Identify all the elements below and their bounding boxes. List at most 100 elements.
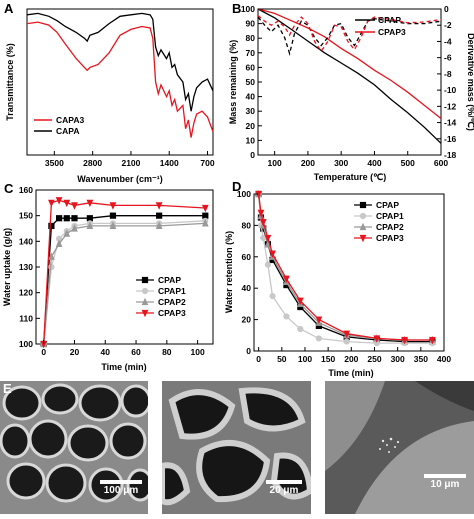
data-point-cpap2 xyxy=(55,239,63,247)
xtick-label: 250 xyxy=(367,354,381,364)
legend-marker-cpap xyxy=(359,201,367,209)
panel-b-ticks: 100 200 300 400 500 6001009080706050403020100… xyxy=(241,4,457,168)
panel-c-plot xyxy=(40,197,209,349)
legend-marker-cpap3 xyxy=(141,309,149,318)
scalebar-1-label: 100 μm xyxy=(103,485,139,496)
xtick-label: 2800 xyxy=(83,158,102,168)
panel-b-ylabel-right: Derivative mass (%/℃) xyxy=(466,33,474,131)
panel-c-frame xyxy=(35,189,214,345)
xtick-label: 300 xyxy=(334,158,348,168)
panel-c-xlabel: Time (min) xyxy=(101,362,146,372)
xtick-label: 60 xyxy=(131,347,141,357)
data-point-cpap3 xyxy=(55,197,63,205)
ytick-label: 130 xyxy=(19,262,33,272)
xtick-label: 100 xyxy=(191,347,205,357)
data-point-cpap1 xyxy=(269,292,276,300)
data-point-cpap3 xyxy=(86,199,94,208)
panel-a-letter: A xyxy=(4,1,14,16)
legend-marker-cpap3 xyxy=(359,234,367,243)
xtick-label: 400 xyxy=(367,158,381,168)
data-point-cpap3 xyxy=(71,202,78,210)
data-point-cpap3 xyxy=(48,199,55,208)
panel-a-frame xyxy=(26,8,214,156)
scalebar-3-label: 10 μm xyxy=(430,479,460,490)
xtick-label: 100 xyxy=(298,354,312,364)
scalebar-2-label: 20 μm xyxy=(269,485,299,496)
ytick-label: 100 xyxy=(19,339,33,349)
legend-label-capa: CAPA xyxy=(56,126,79,136)
ytick-label-left: 20 xyxy=(246,121,256,131)
sem-image-1 xyxy=(0,381,148,514)
ytick-label-left: 80 xyxy=(246,33,256,43)
data-point-cpap3 xyxy=(373,335,381,343)
ytick-label-right: -18 xyxy=(444,150,457,160)
ytick-label-left: 70 xyxy=(246,48,256,58)
data-point-cpap3 xyxy=(259,219,267,227)
series-line-cpap1 xyxy=(43,220,206,345)
legend-label-cpap-b: CPAP xyxy=(378,15,401,25)
xtick-label: 150 xyxy=(321,354,335,364)
ytick-label-left: 0 xyxy=(250,150,255,160)
data-point-cpap1 xyxy=(48,263,55,271)
xtick-label: 600 xyxy=(434,158,448,168)
legend-label-capa3: CAPA3 xyxy=(56,115,84,125)
ytick-label-right: -16 xyxy=(444,134,457,144)
legend-label-cpap: CPAP xyxy=(376,200,399,210)
panel-a-plot xyxy=(26,12,214,138)
panel-d-ticks: 0 50 100 150 200 250 300 350 400 0 20 40 60 80 100 xyxy=(237,189,452,364)
panel-d-ylabel: Water retention (%) xyxy=(224,231,234,313)
panel-b-letter: B xyxy=(232,1,241,16)
ytick-label-left: 40 xyxy=(246,92,256,102)
series-line-cpap xyxy=(257,8,442,144)
legend-marker-cpap1 xyxy=(141,287,149,295)
xtick-label: 300 xyxy=(391,354,405,364)
panel-d-letter: D xyxy=(232,179,241,194)
legend-marker-cpap2 xyxy=(359,222,367,231)
ytick-label-left: 50 xyxy=(246,77,256,87)
panel-d-xlabel: Time (min) xyxy=(328,368,373,378)
data-point-cpap xyxy=(48,222,55,230)
legend-label-cpap2: CPAP2 xyxy=(158,297,186,307)
xtick-label: 50 xyxy=(277,354,287,364)
series-line-cpap1 xyxy=(257,193,433,344)
data-point-cpap1 xyxy=(315,335,322,342)
xtick-label: 20 xyxy=(70,347,80,357)
legend-marker-cpap2 xyxy=(141,297,149,306)
legend-marker-cpap1 xyxy=(359,212,367,220)
panel-b: B 100 200 300 400 500 60010090807060504030201… xyxy=(228,1,474,182)
panel-b-ylabel-left: Mass remaining (%) xyxy=(228,40,238,125)
data-point-cpap1 xyxy=(260,234,267,242)
data-point-cpap3 xyxy=(269,250,276,258)
ytick-label: 110 xyxy=(19,313,33,323)
data-point-cpap3 xyxy=(429,336,436,345)
legend-label-cpap2: CPAP2 xyxy=(376,222,404,232)
data-point-cpap3 xyxy=(201,204,209,213)
data-point-cpap3 xyxy=(401,336,408,345)
series-line-cpap2 xyxy=(43,222,206,345)
panel-c-ticks: 0 20 40 60 80 100 100 110 120 130 140 150 160 xyxy=(19,185,205,357)
xtick-label: 80 xyxy=(162,347,172,357)
ytick-label: 120 xyxy=(19,288,33,298)
xtick-label: 200 xyxy=(344,354,358,364)
series-line-cpap xyxy=(257,193,433,343)
data-point-cpap3 xyxy=(283,275,290,284)
data-point-cpap1 xyxy=(283,313,290,320)
ytick-label: 0 xyxy=(246,346,251,356)
ytick-label: 150 xyxy=(19,211,33,221)
legend-label-cpap1: CPAP1 xyxy=(158,286,186,296)
ytick-label: 40 xyxy=(242,283,252,293)
panel-e-letter: E xyxy=(3,381,12,396)
ytick-label-right: -6 xyxy=(444,53,452,63)
scalebar-3-bar xyxy=(424,474,466,478)
panel-d-plot xyxy=(255,189,436,347)
xtick-label: 0 xyxy=(256,354,261,364)
scalebar-1: 100 μm xyxy=(96,480,146,496)
scalebar-1-bar xyxy=(100,480,142,484)
data-point-cpap2 xyxy=(109,221,117,230)
data-point-cpap2 xyxy=(86,221,94,230)
ytick-label-left: 90 xyxy=(246,19,256,29)
data-point-cpap3 xyxy=(109,202,117,210)
data-point-cpap3 xyxy=(315,316,323,324)
